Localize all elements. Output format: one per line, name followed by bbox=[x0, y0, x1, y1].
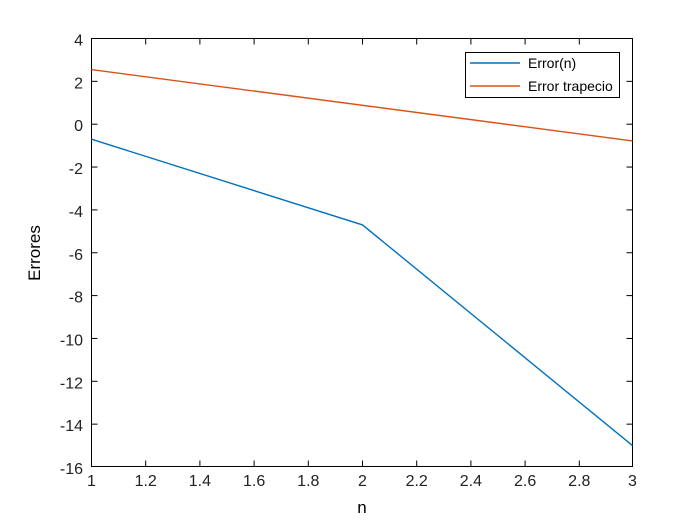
svg-text:2.8: 2.8 bbox=[568, 473, 590, 490]
svg-text:n: n bbox=[357, 498, 366, 517]
svg-text:2.2: 2.2 bbox=[406, 473, 428, 490]
svg-text:0: 0 bbox=[74, 118, 83, 135]
svg-text:-16: -16 bbox=[60, 461, 83, 478]
svg-text:2.6: 2.6 bbox=[514, 473, 536, 490]
svg-text:Error trapecio: Error trapecio bbox=[528, 78, 613, 94]
svg-text:3: 3 bbox=[628, 473, 637, 490]
svg-text:-14: -14 bbox=[60, 418, 83, 435]
svg-text:2: 2 bbox=[74, 75, 83, 92]
svg-text:2.4: 2.4 bbox=[460, 473, 482, 490]
svg-text:-8: -8 bbox=[69, 290, 83, 307]
svg-text:2: 2 bbox=[358, 473, 367, 490]
svg-text:-6: -6 bbox=[69, 247, 83, 264]
svg-text:1.6: 1.6 bbox=[243, 473, 265, 490]
svg-text:-2: -2 bbox=[69, 161, 83, 178]
svg-text:Error(n): Error(n) bbox=[528, 55, 576, 71]
svg-text:4: 4 bbox=[74, 33, 83, 50]
svg-text:-10: -10 bbox=[60, 332, 83, 349]
svg-text:Errores: Errores bbox=[25, 225, 44, 281]
svg-text:1: 1 bbox=[87, 473, 96, 490]
svg-text:1.4: 1.4 bbox=[189, 473, 211, 490]
svg-text:-4: -4 bbox=[69, 204, 83, 221]
svg-text:1.2: 1.2 bbox=[135, 473, 157, 490]
svg-text:1.8: 1.8 bbox=[297, 473, 319, 490]
svg-text:-12: -12 bbox=[60, 375, 83, 392]
